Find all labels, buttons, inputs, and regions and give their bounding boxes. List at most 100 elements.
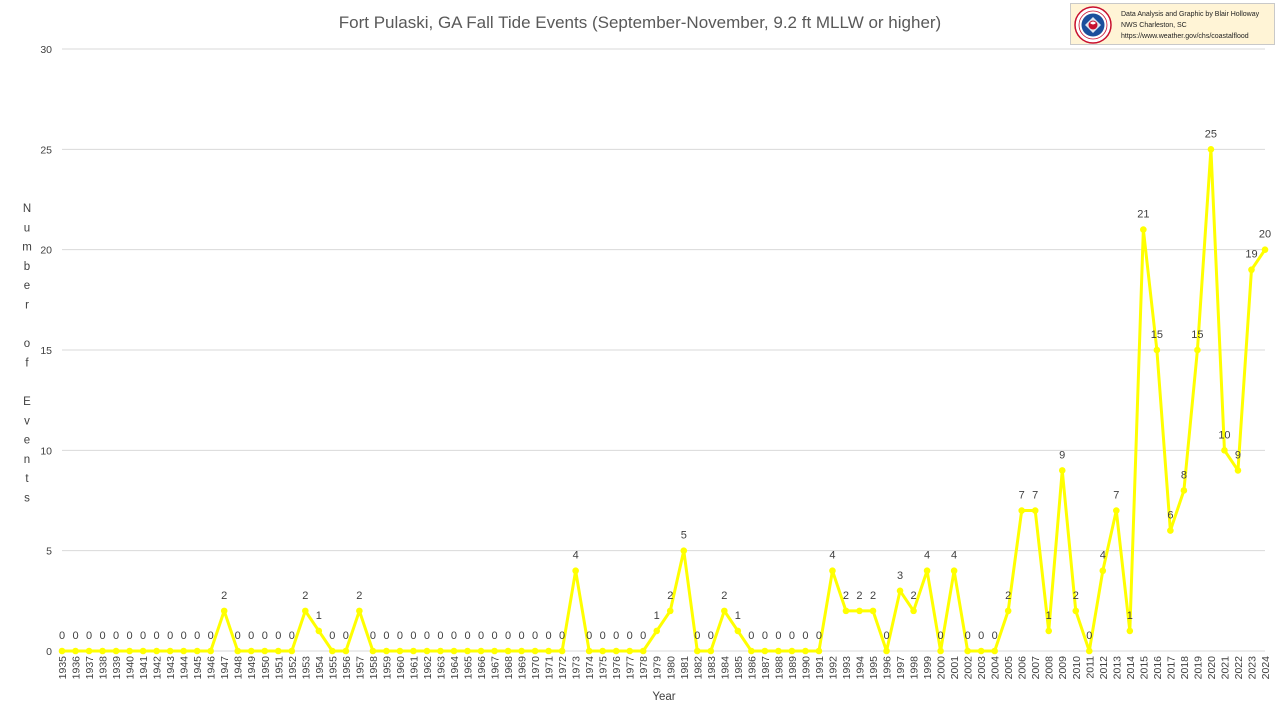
data-label: 0 bbox=[410, 630, 416, 642]
x-tick-label: 1975 bbox=[598, 656, 610, 680]
y-tick-label: 10 bbox=[40, 445, 52, 457]
data-point bbox=[775, 647, 782, 655]
data-point bbox=[1099, 567, 1107, 575]
x-tick-label: 1947 bbox=[219, 656, 231, 680]
data-point bbox=[680, 547, 688, 554]
x-tick-label: 2007 bbox=[1030, 656, 1042, 680]
x-tick-label: 2015 bbox=[1138, 656, 1150, 680]
x-tick-label: 1950 bbox=[260, 656, 272, 680]
data-point bbox=[829, 567, 836, 575]
data-point bbox=[126, 647, 133, 655]
data-point bbox=[1018, 507, 1025, 514]
x-tick-label: 2010 bbox=[1071, 656, 1083, 680]
data-point bbox=[329, 647, 336, 655]
data-label: 3 bbox=[897, 570, 903, 582]
x-tick-label: 1963 bbox=[435, 656, 447, 680]
data-point bbox=[302, 607, 309, 615]
data-label: 2 bbox=[856, 590, 862, 602]
data-point bbox=[1085, 647, 1093, 655]
x-tick-label: 1989 bbox=[787, 656, 799, 680]
x-tick-label: 2018 bbox=[1179, 656, 1191, 680]
data-point bbox=[788, 647, 796, 655]
data-label: 0 bbox=[789, 630, 795, 642]
data-label: 7 bbox=[1019, 490, 1025, 502]
data-label: 25 bbox=[1205, 128, 1217, 140]
data-point bbox=[1140, 226, 1147, 233]
series-line bbox=[62, 147, 1267, 653]
data-point bbox=[464, 647, 471, 655]
x-tick-label: 1945 bbox=[192, 656, 204, 680]
data-label: 0 bbox=[262, 630, 268, 642]
x-axis-title: Year bbox=[652, 691, 675, 703]
data-point bbox=[274, 647, 282, 655]
data-label: 0 bbox=[370, 630, 376, 642]
data-point bbox=[1194, 346, 1201, 354]
data-label: 0 bbox=[559, 630, 565, 642]
data-label: 2 bbox=[843, 590, 849, 602]
data-point bbox=[356, 607, 363, 615]
x-tick-label: 1954 bbox=[314, 656, 326, 680]
data-label: 1 bbox=[1127, 610, 1133, 622]
x-tick-label: 2022 bbox=[1233, 656, 1245, 680]
x-tick-label: 1936 bbox=[71, 656, 83, 680]
x-tick-label: 1955 bbox=[327, 656, 339, 680]
data-point bbox=[288, 647, 296, 655]
x-tick-label: 1969 bbox=[517, 656, 529, 680]
data-label: 0 bbox=[208, 630, 214, 642]
x-tick-label: 1995 bbox=[868, 656, 880, 680]
data-label: 0 bbox=[816, 630, 822, 642]
data-point bbox=[1004, 607, 1012, 615]
x-tick-label: 1990 bbox=[800, 656, 812, 680]
x-tick-label: 1983 bbox=[706, 656, 718, 680]
data-label: 0 bbox=[99, 630, 105, 642]
x-tick-label: 1941 bbox=[138, 656, 150, 680]
data-label: 19 bbox=[1245, 249, 1257, 261]
data-point bbox=[572, 567, 579, 575]
data-label: 4 bbox=[1100, 550, 1106, 562]
x-tick-label: 1938 bbox=[98, 656, 110, 680]
data-point bbox=[707, 647, 715, 655]
y-axis-title-letter: f bbox=[25, 357, 29, 369]
data-label: 0 bbox=[154, 630, 160, 642]
data-point bbox=[531, 647, 539, 655]
y-tick-label: 30 bbox=[40, 44, 52, 56]
x-tick-label: 1998 bbox=[909, 656, 921, 680]
y-axis-title-letter: s bbox=[24, 493, 30, 505]
y-tick-label: 0 bbox=[46, 646, 52, 658]
data-point bbox=[842, 607, 850, 615]
data-point bbox=[599, 647, 606, 655]
x-tick-label: 1971 bbox=[544, 656, 556, 680]
data-label: 0 bbox=[86, 630, 92, 642]
x-tick-label: 1959 bbox=[381, 656, 393, 680]
x-tick-label: 1987 bbox=[760, 656, 772, 680]
x-tick-label: 2000 bbox=[936, 656, 948, 680]
y-axis-title-letter: b bbox=[24, 261, 30, 273]
x-tick-label: 1993 bbox=[841, 656, 853, 680]
x-tick-label: 1944 bbox=[179, 656, 191, 680]
data-label: 9 bbox=[1059, 449, 1065, 461]
data-point bbox=[234, 647, 242, 655]
data-label: 15 bbox=[1151, 329, 1163, 341]
x-tick-label: 1977 bbox=[625, 656, 637, 680]
data-label: 0 bbox=[546, 630, 552, 642]
data-label: 8 bbox=[1181, 469, 1187, 481]
x-tick-label: 1979 bbox=[652, 656, 664, 680]
data-point bbox=[261, 647, 269, 655]
data-point bbox=[612, 647, 620, 655]
data-point bbox=[72, 647, 79, 655]
data-point bbox=[950, 567, 958, 575]
data-label: 0 bbox=[883, 630, 889, 642]
data-point bbox=[923, 567, 931, 575]
x-tick-label: 2019 bbox=[1192, 656, 1204, 680]
data-label: 0 bbox=[708, 630, 714, 642]
credit-line-url: https://www.weather.gov/chs/coastalflood bbox=[1121, 33, 1249, 40]
data-point bbox=[1031, 507, 1039, 514]
y-axis-title-letter: E bbox=[23, 396, 31, 408]
data-label: 0 bbox=[762, 630, 768, 642]
data-label: 0 bbox=[613, 630, 619, 642]
x-tick-label: 1988 bbox=[773, 656, 785, 680]
x-tick-label: 1943 bbox=[165, 656, 177, 680]
data-point bbox=[369, 647, 377, 655]
x-tick-label: 2017 bbox=[1165, 656, 1177, 680]
